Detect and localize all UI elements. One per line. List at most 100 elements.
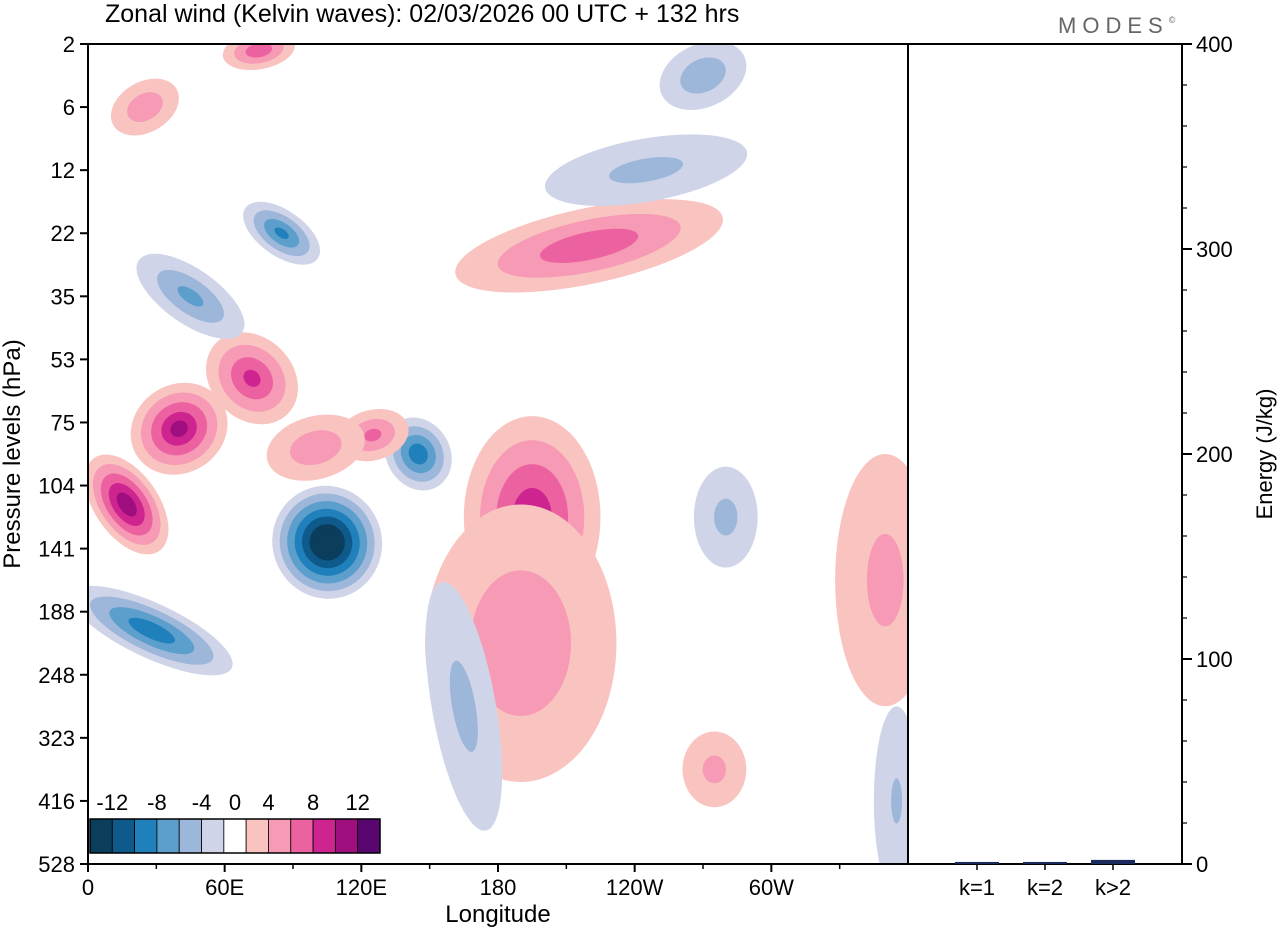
contour-level <box>243 369 261 387</box>
colorbar-label: 12 <box>345 790 369 815</box>
contour-level <box>128 617 176 644</box>
colorbar-swatch <box>134 818 158 854</box>
x-tick-label: 60E <box>205 875 244 900</box>
x-tick-label: 120W <box>606 875 664 900</box>
wind-anomaly-blob <box>243 201 321 265</box>
wind-anomaly-blob <box>835 454 908 707</box>
energy-tick-label: 0 <box>1196 852 1208 877</box>
energy-plot-area <box>907 43 1183 865</box>
contour-level <box>316 531 338 553</box>
y-tick-label: 323 <box>38 726 75 751</box>
contour-level <box>540 228 639 263</box>
wind-anomaly-blob <box>659 44 747 111</box>
y-tick-label: 248 <box>38 663 75 688</box>
wind-anomaly-blob <box>693 466 758 568</box>
colorbar-frame <box>89 818 381 854</box>
contour-level <box>608 157 684 184</box>
wind-anomaly-field <box>88 44 908 864</box>
colorbar-swatch <box>178 818 202 854</box>
y-tick-label: 528 <box>38 852 75 877</box>
energy-category-label: k=2 <box>1027 875 1063 900</box>
y-tick-label: 2 <box>63 32 75 57</box>
x-tick-label: 0 <box>82 875 94 900</box>
contour-level <box>170 420 188 438</box>
y-tick-label: 141 <box>38 537 75 562</box>
energy-axis: 0 100 200 300 400 <box>1182 32 1233 877</box>
colorbar-swatch <box>290 818 314 854</box>
energy-category-label: k>2 <box>1095 875 1131 900</box>
colorbar-swatch <box>268 818 292 854</box>
wind-anomaly-blob <box>88 585 233 676</box>
wind-anomaly-blob <box>222 44 295 70</box>
chart-title: Zonal wind (Kelvin waves): 02/03/2026 00… <box>105 0 739 28</box>
y-tick-label: 35 <box>51 284 75 309</box>
brand-logo: MODES© <box>1058 13 1181 38</box>
colorbar-swatch <box>245 818 269 854</box>
y-tick-label: 188 <box>38 600 75 625</box>
x-axis: 0 60E 120E 180 120W 60W <box>82 864 841 900</box>
contour-level <box>449 660 478 752</box>
y-tick-label: 104 <box>38 474 75 499</box>
energy-tick-label: 300 <box>1196 237 1233 262</box>
colorbar-label: -12 <box>96 790 128 815</box>
energy-category-label: k=1 <box>959 875 995 900</box>
y-tick-label: 53 <box>51 347 75 372</box>
wind-anomaly-blob <box>272 485 383 599</box>
contour-level <box>680 57 726 94</box>
colorbar-swatch <box>89 818 113 854</box>
colorbar-label: 0 <box>229 790 241 815</box>
colorbar-swatch <box>312 818 336 854</box>
y-tick-label: 22 <box>51 221 75 246</box>
contour-level <box>866 533 904 627</box>
contour-level <box>891 778 903 824</box>
contour-level <box>408 443 428 465</box>
contour-level <box>127 92 163 123</box>
energy-tick-label: 400 <box>1196 32 1233 57</box>
y-axis: 2 6 12 22 35 53 75 104 141 188 248 323 416 528 <box>38 32 88 877</box>
colorbar-swatch <box>201 818 225 854</box>
wind-anomaly-blob <box>266 414 365 481</box>
colorbar-swatch <box>334 818 359 854</box>
energy-tick-label: 200 <box>1196 442 1233 467</box>
colorbar-label: 4 <box>262 790 274 815</box>
wind-anomaly-blob <box>425 581 503 831</box>
wind-anomaly-blob <box>130 382 228 475</box>
x-axis-label: Longitude <box>445 901 550 928</box>
y-tick-label: 6 <box>63 95 75 120</box>
colorbar-swatch <box>111 818 136 854</box>
wind-anomaly-blob <box>136 253 245 339</box>
wind-anomaly-blob <box>544 134 748 206</box>
colorbar-label: -8 <box>147 790 167 815</box>
y-axis-label: Pressure levels (hPa) <box>0 339 26 568</box>
colorbar-label: 8 <box>307 790 319 815</box>
wind-anomaly-blob <box>206 332 298 425</box>
colorbar-swatch <box>156 818 180 854</box>
colorbar-swatch <box>223 818 247 854</box>
y-tick-label: 75 <box>51 410 75 435</box>
wind-anomaly-blob <box>873 706 908 864</box>
contour-level <box>245 44 273 58</box>
energy-bar <box>1091 859 1135 864</box>
colorbar-swatch <box>357 818 381 854</box>
x-tick-label: 120E <box>336 875 387 900</box>
wind-anomaly-blob <box>682 731 747 808</box>
energy-bar <box>955 861 999 864</box>
colorbar: -12 -8 -4 0 4 8 12 <box>88 778 384 862</box>
contour-level <box>714 498 738 536</box>
x-tick-label: 180 <box>480 875 517 900</box>
contour-level <box>364 428 382 442</box>
contour-level <box>290 430 342 466</box>
contour-level <box>470 570 572 717</box>
energy-axis-label: Energy (J/kg) <box>1252 389 1277 520</box>
contour-level <box>177 286 204 307</box>
contour-level <box>873 706 908 864</box>
contour-level <box>702 755 727 784</box>
y-tick-label: 12 <box>51 158 75 183</box>
contour-level <box>274 227 289 240</box>
energy-bar <box>1023 861 1067 864</box>
colorbar-label: -4 <box>192 790 212 815</box>
wind-anomaly-blob <box>88 454 169 555</box>
wind-anomaly-blob <box>110 78 179 136</box>
energy-bars: k=1 k=2 k>2 <box>955 859 1135 900</box>
